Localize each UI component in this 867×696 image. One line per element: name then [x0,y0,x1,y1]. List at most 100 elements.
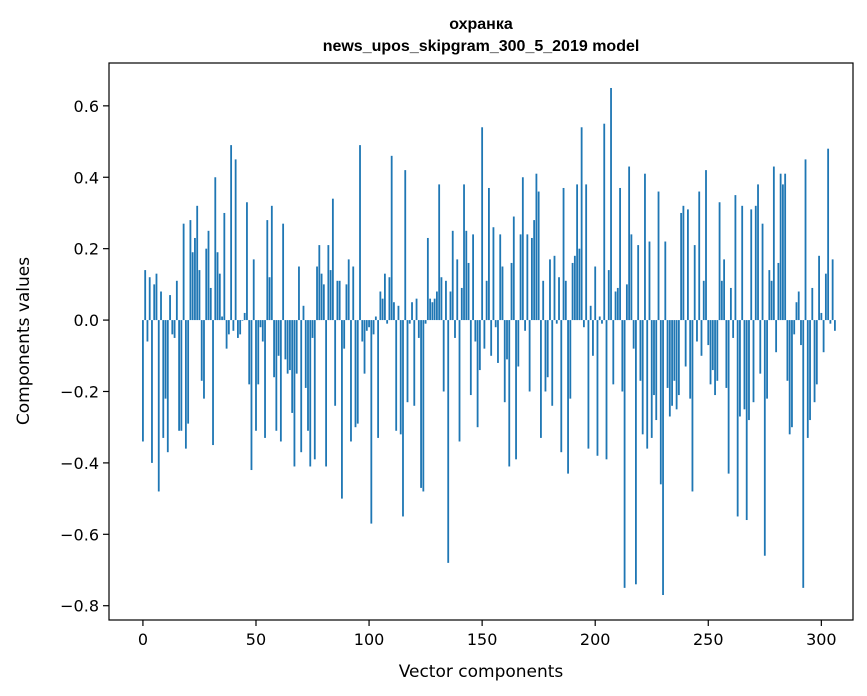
bar [293,320,296,467]
bar [155,273,158,321]
bar [784,173,787,321]
bar [623,320,626,588]
bar [601,320,603,324]
bar [191,252,194,321]
bar [318,245,321,321]
bar [259,320,262,328]
bar [257,320,260,385]
bar [160,291,162,321]
bar [558,277,560,321]
bar [153,284,156,321]
bar [175,280,178,321]
x-tick-label: 250 [693,630,724,649]
bar [189,220,192,321]
bar [702,280,705,321]
bar [788,320,791,435]
bar [707,320,710,346]
bar [162,320,165,438]
bar [307,320,309,431]
bar [350,320,352,442]
x-tick-label: 300 [806,630,837,649]
bar [791,320,793,428]
bar [171,320,174,335]
bar [216,252,219,321]
bar [264,320,266,438]
bar [567,320,569,474]
bar [361,320,364,342]
bar [399,320,402,435]
bar [347,259,350,321]
bar [178,320,181,431]
bar [207,230,210,321]
bar [725,320,728,388]
bar [549,259,551,321]
bar [309,320,312,467]
bar [488,187,490,321]
bar [327,245,330,321]
bar [530,237,533,321]
bar [524,320,526,331]
chart-title: охранка [449,16,513,33]
bar [234,159,237,321]
bar [668,320,671,417]
bar [619,187,621,321]
bar [603,123,606,321]
bar [822,320,825,353]
bar [501,266,504,321]
bar [402,320,404,517]
bar [720,280,723,321]
bar [750,209,753,321]
bar [460,287,463,321]
bar [447,320,450,563]
bar [404,170,407,321]
bar [779,173,782,321]
bar [587,320,590,449]
y-tick-label: −0.6 [60,525,99,544]
bar [646,320,649,449]
bar [553,255,556,321]
bar [802,320,805,588]
bar [576,184,579,321]
bar [578,248,581,321]
bar [341,320,343,499]
bar [607,270,610,321]
bar [813,320,816,403]
bar [438,184,441,321]
bar [420,320,422,488]
chart-subtitle: news_upos_skipgram_300_5_2019 model [323,38,640,55]
bar [476,320,479,428]
bar [157,320,160,492]
bar [445,280,447,321]
bar [300,320,303,453]
bar [526,234,529,321]
bar [411,302,413,321]
bar [829,320,832,324]
bar [302,305,305,321]
bar [454,320,456,338]
bar [467,262,470,321]
bar [519,234,522,321]
bar [363,320,366,374]
bar [478,320,481,371]
bar [379,291,382,321]
bar [700,320,703,356]
bar [499,234,502,321]
bar [275,320,278,431]
y-axis-ticks: −0.8 −0.6 −0.4 −0.2 0.0 0.2 0.4 0.6 [60,97,109,616]
bar [621,320,624,392]
plot-frame [108,62,854,621]
x-tick-label: 150 [467,630,498,649]
bar [313,320,316,460]
bar [311,320,314,338]
bar [261,320,264,342]
bar [635,320,637,585]
bar [564,280,567,321]
bar [657,191,660,321]
bar [381,298,384,321]
bar [727,320,730,474]
bar [474,320,477,342]
bar [815,320,818,385]
bar [752,320,755,403]
bar [732,320,735,338]
